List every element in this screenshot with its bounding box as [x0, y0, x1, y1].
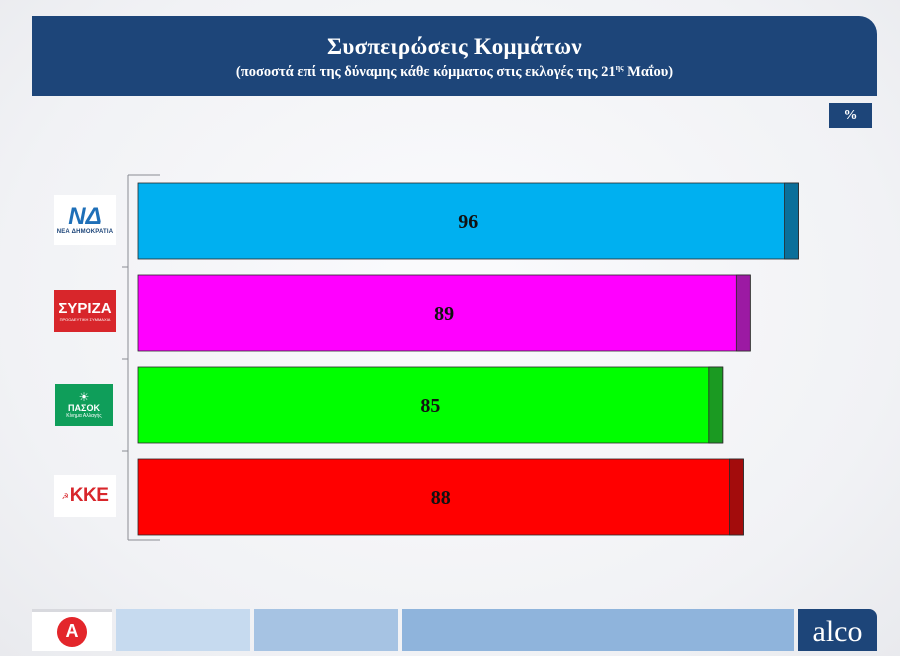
bar-ΣΥΡΙΖΑ [137, 274, 751, 352]
bar-ΝΔ [137, 182, 799, 260]
bar-edge-ΣΥΡΙΖΑ [735, 274, 751, 352]
nd-logo-mark: ΝΔ [68, 203, 102, 230]
pasok-logo: ☀ ΠΑΣΟΚ Κίνημα Αλλαγής [55, 384, 113, 426]
kke-logo: ☭ ΚΚΕ [54, 475, 116, 517]
bar-edge-ΚΚΕ [729, 458, 744, 536]
alco-logo: alco [798, 609, 877, 651]
nd-logo-text: ΝΕΑ ΔΗΜΟΚΡΑΤΙΑ [56, 229, 114, 235]
syriza-logo-mark: ΣΥΡΙΖΑ [58, 299, 112, 317]
data-label: 88 [431, 487, 451, 509]
title-banner: Συσπειρώσεις Κομμάτων (ποσοστά επί της δ… [32, 16, 877, 96]
syriza-logo: ΣΥΡΙΖΑ ΠΡΟΟΔΕΥΤΙΚΗ ΣΥΜΜΑΧΙΑ [54, 290, 116, 332]
axis-bracket [122, 174, 160, 541]
kke-logo-mark: ΚΚΕ [69, 485, 109, 506]
subtitle-ordinal: ης [615, 63, 624, 72]
pasok-logo-text: Κίνημα Αλλαγής [66, 413, 102, 419]
bar-edge-ΠΑΣΟΚ [708, 366, 724, 444]
data-label: 89 [434, 303, 454, 325]
hammer-sickle-icon: ☭ [61, 491, 69, 501]
footer-band-3 [402, 609, 794, 651]
unit-badge: % [829, 103, 872, 128]
data-label: 85 [420, 395, 440, 417]
bar-ΠΑΣΟΚ [137, 366, 724, 444]
bar-group: 96 89 85 88 [137, 182, 799, 536]
footer-band-1 [116, 609, 250, 651]
bar-ΚΚΕ [137, 458, 744, 536]
subtitle-main: (ποσοστά επί της δύναμης κάθε κόμματος σ… [235, 63, 616, 80]
footer-band-2 [254, 609, 398, 651]
channel-logo-icon: A [57, 616, 87, 647]
chart-title: Συσπειρώσεις Κομμάτων [327, 34, 582, 59]
syriza-logo-text: ΠΡΟΟΔΕΥΤΙΚΗ ΣΥΜΜΑΧΙΑ [59, 316, 111, 322]
bar-edge-ΝΔ [784, 182, 799, 260]
subtitle-end: Μαΐου) [623, 63, 674, 80]
data-label: 96 [458, 211, 478, 233]
chart-subtitle: (ποσοστά επί της δύναμης κάθε κόμματος σ… [32, 63, 877, 81]
nd-logo: ΝΔ ΝΕΑ ΔΗΜΟΚΡΑΤΙΑ [54, 195, 116, 245]
pasok-logo-mark: ΠΑΣΟΚ [68, 403, 100, 413]
sun-icon: ☀ [78, 390, 90, 404]
channel-logo: A [32, 609, 112, 651]
